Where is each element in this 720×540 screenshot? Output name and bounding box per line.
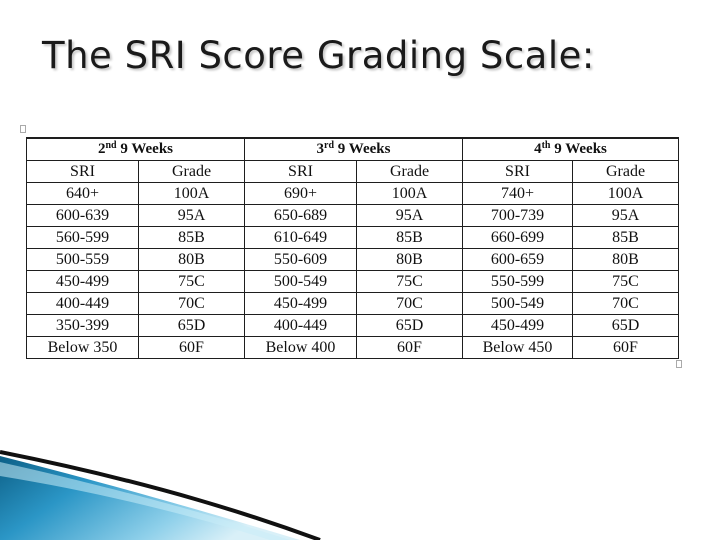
column-header: SRI [244, 160, 357, 183]
table-cell: 350-399 [26, 314, 139, 337]
table-cell: 65D [572, 314, 679, 337]
period-header-4th: 4th 9 Weeks [462, 137, 679, 161]
table-cell: 400-449 [26, 292, 139, 315]
table-row: 600-639 95A 650-689 95A 700-739 95A [26, 204, 679, 227]
column-header: Grade [572, 160, 679, 183]
table-cell: 640+ [26, 182, 139, 205]
table-cell: 450-499 [26, 270, 139, 293]
table-cell: Below 350 [26, 336, 139, 359]
slide-title: The SRI Score Grading Scale: [42, 34, 595, 77]
grading-scale-table: 2nd 9 Weeks 3rd 9 Weeks 4th 9 Weeks SRI … [26, 137, 679, 359]
table-cell: 660-699 [462, 226, 573, 249]
table-cell: 60F [356, 336, 463, 359]
table-cell: 600-639 [26, 204, 139, 227]
table-cell: 400-449 [244, 314, 357, 337]
table-cell: 450-499 [462, 314, 573, 337]
resize-handle-top-left[interactable] [20, 125, 26, 133]
swoosh-stroke [0, 450, 321, 540]
table-cell: 100A [138, 182, 245, 205]
table-row: 350-399 65D 400-449 65D 450-499 65D [26, 314, 679, 337]
period-header-2nd: 2nd 9 Weeks [26, 137, 245, 161]
table-cell: 85B [356, 226, 463, 249]
column-header: SRI [462, 160, 573, 183]
table-cell: 65D [356, 314, 463, 337]
table-row: 500-559 80B 550-609 80B 600-659 80B [26, 248, 679, 271]
table-cell: 600-659 [462, 248, 573, 271]
table-cell: 700-739 [462, 204, 573, 227]
table-cell: 75C [356, 270, 463, 293]
table-cell: 85B [572, 226, 679, 249]
table-cell: Below 450 [462, 336, 573, 359]
column-header: Grade [138, 160, 245, 183]
table-cell: 550-599 [462, 270, 573, 293]
table-cell: 690+ [244, 182, 357, 205]
table-cell: 650-689 [244, 204, 357, 227]
table-cell: 450-499 [244, 292, 357, 315]
table-cell: 75C [572, 270, 679, 293]
table-cell: 60F [572, 336, 679, 359]
table-cell: 100A [572, 182, 679, 205]
table-cell: 80B [572, 248, 679, 271]
table-cell: 500-549 [462, 292, 573, 315]
table-cell: 60F [138, 336, 245, 359]
table-row: 450-499 75C 500-549 75C 550-599 75C [26, 270, 679, 293]
table-cell: 80B [138, 248, 245, 271]
table-row: 560-599 85B 610-649 85B 660-699 85B [26, 226, 679, 249]
table-cell: 560-599 [26, 226, 139, 249]
period-header-3rd: 3rd 9 Weeks [244, 137, 463, 161]
table-cell: Below 400 [244, 336, 357, 359]
table-cell: 100A [356, 182, 463, 205]
table-cell: 75C [138, 270, 245, 293]
swoosh-fill [0, 456, 300, 540]
table-row: Below 350 60F Below 400 60F Below 450 60… [26, 336, 679, 359]
table-cell: 80B [356, 248, 463, 271]
table-cell: 85B [138, 226, 245, 249]
table-cell: 610-649 [244, 226, 357, 249]
swoosh-highlight [0, 462, 290, 540]
table-cell: 95A [572, 204, 679, 227]
table-cell: 70C [356, 292, 463, 315]
column-header-row: SRI Grade SRI Grade SRI Grade [26, 160, 679, 183]
table-row: 400-449 70C 450-499 70C 500-549 70C [26, 292, 679, 315]
table-cell: 95A [356, 204, 463, 227]
table-cell: 740+ [462, 182, 573, 205]
table-cell: 500-549 [244, 270, 357, 293]
table-cell: 65D [138, 314, 245, 337]
table-cell: 95A [138, 204, 245, 227]
resize-handle-bottom-right[interactable] [676, 360, 682, 368]
decorative-swoosh [0, 450, 321, 540]
column-header: Grade [356, 160, 463, 183]
table-cell: 500-559 [26, 248, 139, 271]
table-row: 640+ 100A 690+ 100A 740+ 100A [26, 182, 679, 205]
period-header-row: 2nd 9 Weeks 3rd 9 Weeks 4th 9 Weeks [26, 137, 679, 161]
table-cell: 70C [572, 292, 679, 315]
table-cell: 550-609 [244, 248, 357, 271]
column-header: SRI [26, 160, 139, 183]
table-cell: 70C [138, 292, 245, 315]
